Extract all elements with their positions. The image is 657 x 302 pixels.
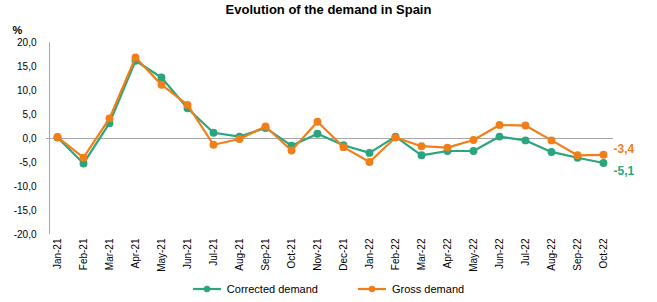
svg-text:Sep-22: Sep-22 (572, 238, 583, 271)
svg-text:20,0: 20,0 (17, 37, 37, 48)
svg-text:May-22: May-22 (468, 238, 479, 272)
svg-text:Aug-22: Aug-22 (546, 238, 557, 271)
svg-text:-5,1: -5,1 (614, 164, 635, 178)
svg-text:-20,0: -20,0 (14, 229, 37, 240)
svg-text:Apr-22: Apr-22 (442, 238, 453, 268)
svg-text:10,0: 10,0 (17, 85, 37, 96)
svg-text:-10,0: -10,0 (14, 181, 37, 192)
svg-text:Jan-21: Jan-21 (52, 238, 63, 269)
svg-text:May-21: May-21 (156, 238, 167, 272)
svg-text:Feb-22: Feb-22 (390, 238, 401, 270)
svg-text:-15,0: -15,0 (14, 205, 37, 216)
svg-text:0,0: 0,0 (23, 133, 37, 144)
svg-text:Dec-21: Dec-21 (338, 238, 349, 271)
svg-text:5,0: 5,0 (23, 109, 37, 120)
svg-text:Apr-21: Apr-21 (130, 238, 141, 268)
svg-text:Jun-22: Jun-22 (494, 238, 505, 269)
svg-text:Sep-21: Sep-21 (260, 238, 271, 271)
svg-text:Mar-21: Mar-21 (104, 238, 115, 270)
svg-text:Jul-22: Jul-22 (520, 238, 531, 266)
svg-text:Jul-21: Jul-21 (208, 238, 219, 266)
svg-text:-5,0: -5,0 (19, 157, 37, 168)
svg-text:Feb-21: Feb-21 (78, 238, 89, 270)
svg-text:Aug-21: Aug-21 (234, 238, 245, 271)
svg-text:Oct-21: Oct-21 (286, 238, 297, 268)
svg-text:Mar-22: Mar-22 (416, 238, 427, 270)
svg-text:15,0: 15,0 (17, 61, 37, 72)
html-text:Gross demand: Gross demand (392, 283, 465, 295)
svg-text:-3,4: -3,4 (614, 142, 635, 156)
svg-text:Oct-22: Oct-22 (598, 238, 609, 268)
html-text:Evolution of the demand in Spa: Evolution of the demand in Spain (225, 2, 432, 17)
svg-text:Jun-21: Jun-21 (182, 238, 193, 269)
svg-text:Nov-21: Nov-21 (312, 238, 323, 271)
svg-text:Jan-22: Jan-22 (364, 238, 375, 269)
svg-text:%: % (13, 24, 23, 36)
html-text:Corrected demand: Corrected demand (226, 283, 318, 295)
